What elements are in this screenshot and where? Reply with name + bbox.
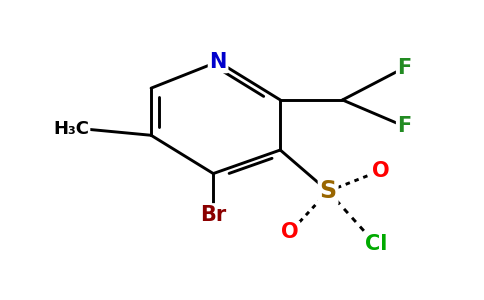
Text: O: O (372, 160, 390, 181)
Text: O: O (281, 222, 299, 242)
Text: Br: Br (200, 205, 227, 225)
Text: S: S (319, 179, 337, 203)
Text: N: N (210, 52, 227, 72)
Text: H₃C: H₃C (53, 120, 89, 138)
Text: Cl: Cl (365, 234, 387, 254)
Text: F: F (397, 116, 412, 136)
Text: F: F (397, 58, 412, 78)
